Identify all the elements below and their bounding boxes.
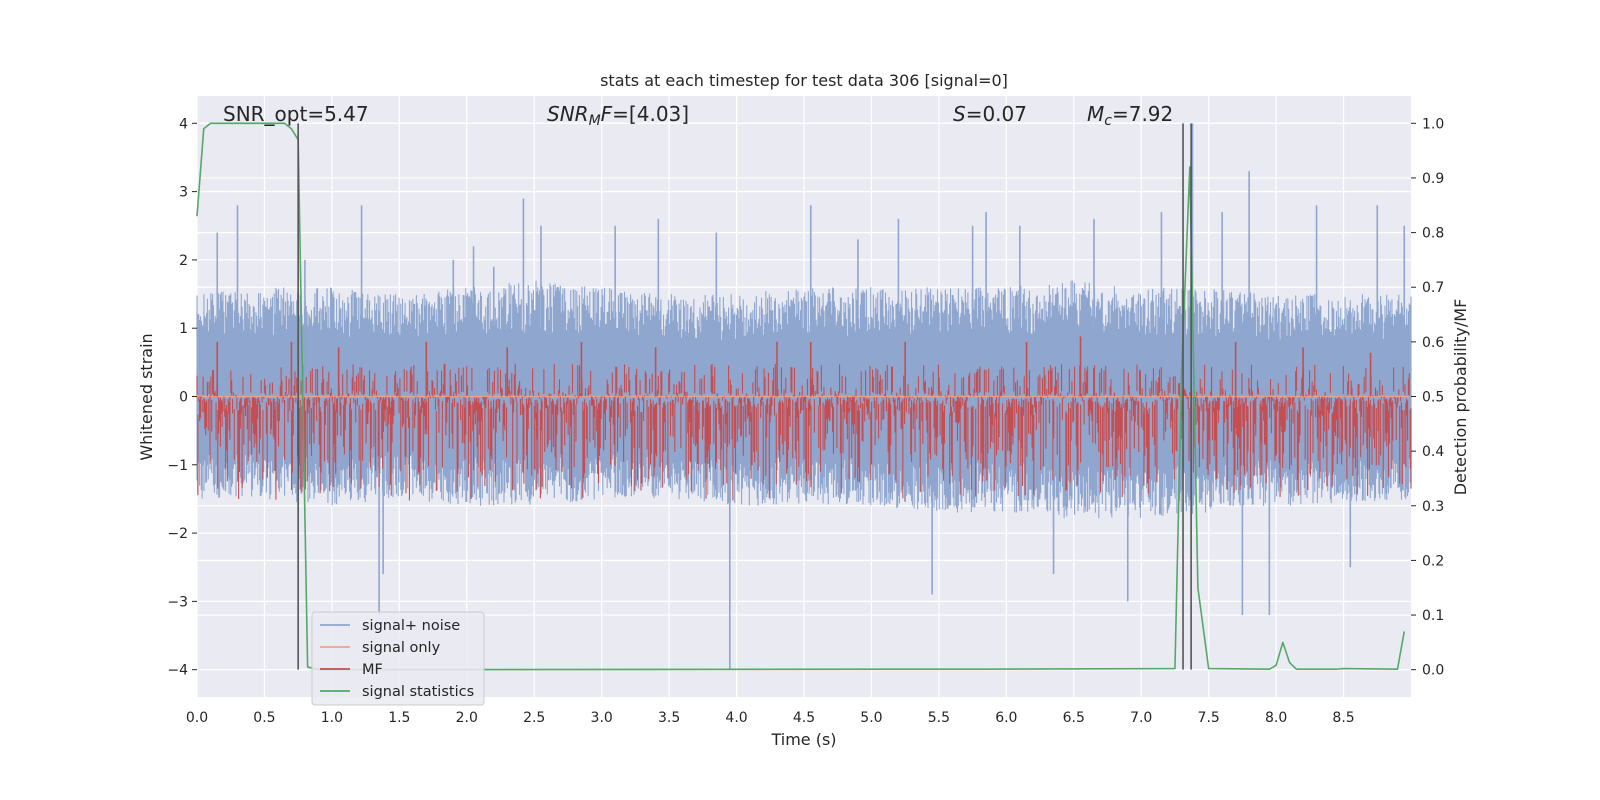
x-tick-label: 7.5: [1198, 710, 1220, 726]
x-tick-label: 3.5: [658, 710, 680, 726]
snr-mf-value: =[4.03]: [612, 102, 689, 126]
y-tick-label: 3: [179, 185, 188, 201]
snr-mf-symbol: SNR: [547, 102, 589, 126]
x-tick-label: 1.0: [321, 710, 343, 726]
chart-title: stats at each timestep for test data 306…: [600, 71, 1008, 90]
y-right-tick-label: 0.0: [1422, 663, 1444, 679]
x-tick-label: 4.0: [725, 710, 747, 726]
y-right-tick-label: 1.0: [1422, 116, 1444, 132]
legend-label: signal+ noise: [362, 618, 460, 634]
x-axis-title: Time (s): [770, 730, 836, 749]
y-right-tick-label: 0.3: [1422, 499, 1444, 515]
y-right-tick-label: 0.1: [1422, 608, 1444, 624]
y-tick-label: −1: [167, 458, 188, 474]
snr-mf-annotation: SNRMF=[4.03]: [547, 102, 689, 129]
x-tick-label: 0.5: [253, 710, 275, 726]
s-value: =0.07: [966, 102, 1027, 126]
y-axis-right: 0.0 0.1 0.2 0.3 0.4 0.5 0.6 0.7 0.8 0.9 1.0: [1411, 116, 1444, 679]
y-tick-label: 1: [179, 321, 188, 337]
legend-box: [311, 611, 485, 706]
x-tick-label: 8.5: [1332, 710, 1354, 726]
vertical-markers: [297, 123, 1192, 670]
y-axis-right-title: Detection probability/MF: [1451, 299, 1470, 496]
y-tick-label: −4: [167, 663, 188, 679]
legend-label: MF: [362, 662, 383, 678]
legend: signal+ noise signal only MF signal statist…: [311, 611, 485, 706]
y-right-tick-label: 0.2: [1422, 553, 1444, 569]
y-right-tick-label: 0.9: [1422, 171, 1444, 187]
mc-annotation: Mc=7.92: [1087, 102, 1173, 129]
y-right-tick-label: 0.8: [1422, 226, 1444, 242]
x-tick-label: 1.5: [388, 710, 410, 726]
y-right-tick-label: 0.4: [1422, 444, 1444, 460]
mc-subscript: c: [1104, 113, 1112, 129]
x-tick-label: 6.0: [995, 710, 1017, 726]
x-tick-label: 2.5: [523, 710, 545, 726]
y-axis-left: −4 −3 −2 −1 0 1 2 3 4: [167, 116, 197, 679]
y-axis-title: Whitened strain: [137, 333, 156, 460]
y-tick-label: 2: [179, 253, 188, 269]
x-tick-label: 5.5: [928, 710, 950, 726]
s-annotation: S=0.07: [953, 102, 1027, 126]
x-tick-label: 0.0: [186, 710, 208, 726]
x-tick-label: 7.0: [1130, 710, 1152, 726]
series-layer: [196, 122, 1412, 671]
snr-mf-subscript: M: [589, 113, 601, 129]
snr-mf-symbol-2: F: [601, 102, 613, 126]
plot-area: [196, 122, 1412, 671]
x-tick-label: 5.0: [860, 710, 882, 726]
y-tick-label: 4: [179, 116, 188, 132]
x-tick-label: 6.5: [1063, 710, 1085, 726]
x-tick-label: 2.0: [456, 710, 478, 726]
series-signal-statistics-line: [196, 122, 1406, 671]
legend-label: signal statistics: [362, 684, 474, 700]
mc-symbol: M: [1087, 102, 1104, 126]
x-axis: 0.0 0.5 1.0 1.5 2.0 2.5 3.0 3.5 4.0 4.5 5.0 5.5 6.0 6…: [186, 710, 1355, 726]
s-symbol: S: [953, 102, 966, 126]
legend-label: signal only: [362, 640, 441, 656]
y-right-tick-label: 0.5: [1422, 390, 1444, 406]
x-tick-label: 4.5: [793, 710, 815, 726]
mc-value: =7.92: [1112, 102, 1173, 126]
y-right-tick-label: 0.6: [1422, 335, 1444, 351]
y-tick-label: −3: [167, 594, 188, 610]
y-tick-label: 0: [179, 390, 188, 406]
snr-opt-annotation: SNR_opt=5.47: [223, 102, 369, 126]
x-tick-label: 3.0: [591, 710, 613, 726]
x-tick-label: 8.0: [1265, 710, 1287, 726]
series-mf: [196, 336, 1412, 501]
y-tick-label: −2: [167, 526, 188, 542]
series-mf-trace: [196, 363, 1412, 501]
y-right-tick-label: 0.7: [1422, 280, 1444, 296]
